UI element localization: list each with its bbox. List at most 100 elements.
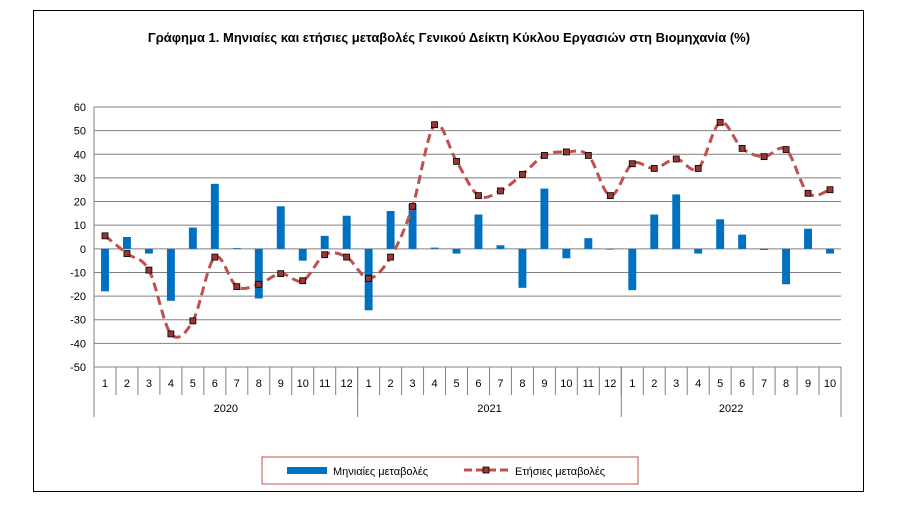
x-tick-label: 11	[583, 378, 594, 390]
line-marker	[145, 266, 153, 274]
x-tick-label: 4	[168, 378, 174, 390]
x-tick-label: 11	[319, 378, 330, 390]
bar	[210, 183, 219, 249]
x-tick-label: 3	[410, 378, 416, 390]
x-tick-label: 6	[475, 378, 481, 390]
line-marker	[606, 192, 614, 200]
x-tick-label: 7	[234, 378, 240, 390]
bar	[452, 248, 461, 254]
legend-marker-swatch	[482, 466, 490, 474]
chart-title: Γράφημα 1. Μηνιαίες και ετήσιες μεταβολέ…	[147, 30, 751, 45]
y-tick-label: 60	[74, 102, 86, 114]
line-marker	[321, 251, 329, 259]
line-marker	[804, 189, 812, 197]
x-tick-label: 8	[519, 378, 525, 390]
bar	[628, 248, 637, 291]
bar	[606, 248, 615, 250]
bar	[342, 215, 351, 249]
line-marker	[343, 253, 351, 261]
line-marker	[562, 148, 570, 156]
bar	[496, 245, 505, 249]
legend-label-annual: Ετήσιες μεταβολές	[515, 466, 605, 478]
x-tick-label: 5	[453, 378, 459, 390]
y-tick-label: 40	[74, 149, 86, 161]
bar	[166, 248, 175, 301]
line-marker	[760, 153, 768, 161]
line-marker	[628, 160, 636, 168]
line-marker	[497, 187, 504, 195]
y-tick-label: 20	[74, 197, 86, 209]
x-tick-label: 12	[341, 378, 353, 390]
x-tick-label: 6	[739, 378, 745, 390]
x-tick-label: 12	[604, 378, 616, 390]
x-tick-label: 4	[431, 378, 437, 390]
line-marker	[409, 202, 416, 210]
year-label: 2021	[477, 403, 501, 415]
line-marker	[738, 144, 746, 152]
x-tick-label: 9	[541, 378, 547, 390]
bar	[298, 248, 307, 261]
x-tick-label: 10	[560, 378, 572, 390]
x-tick-label: 1	[629, 378, 635, 390]
y-tick-label: -50	[70, 362, 86, 374]
x-tick-label: 1	[102, 378, 108, 390]
line-marker	[365, 274, 373, 282]
bar	[584, 238, 593, 249]
line-marker	[475, 192, 482, 200]
legend-bar-swatch	[287, 467, 327, 474]
bar	[782, 248, 791, 285]
line-marker	[453, 157, 460, 165]
legend-label-monthly: Μηνιαίες μεταβολές	[333, 466, 428, 478]
bar	[430, 247, 439, 249]
bar	[474, 214, 483, 249]
line-marker	[716, 118, 724, 126]
x-tick-label: 1	[366, 378, 372, 390]
year-label: 2020	[214, 403, 238, 415]
x-tick-label: 2	[124, 378, 130, 390]
y-tick-label: 10	[74, 220, 86, 232]
line-marker	[255, 280, 263, 288]
line-marker	[826, 186, 834, 194]
line-marker	[387, 253, 395, 261]
bar	[826, 248, 834, 254]
x-tick-label: 8	[783, 378, 789, 390]
bar	[188, 227, 197, 249]
line-marker	[189, 317, 197, 325]
x-tick-label: 4	[695, 378, 701, 390]
line-marker	[233, 283, 241, 291]
bar	[650, 214, 659, 249]
x-tick-label: 10	[824, 378, 836, 390]
bar	[716, 219, 725, 249]
bar	[738, 234, 747, 249]
bar	[760, 248, 769, 250]
x-tick-label: 3	[146, 378, 152, 390]
line-marker	[299, 277, 307, 285]
y-tick-label: -40	[70, 338, 86, 350]
bar	[562, 248, 571, 259]
x-tick-label: 7	[761, 378, 767, 390]
x-tick-label: 5	[190, 378, 196, 390]
line-marker	[694, 165, 702, 172]
bar	[672, 194, 681, 249]
y-tick-label: 30	[74, 173, 86, 185]
y-tick-label: 0	[80, 244, 86, 256]
x-tick-label: 2	[388, 378, 394, 390]
line-marker	[584, 152, 592, 159]
bar	[123, 237, 131, 249]
annual-line	[104, 120, 831, 339]
bar	[386, 211, 395, 249]
y-tick-label: 50	[74, 126, 86, 138]
y-tick-label: -20	[70, 291, 86, 303]
x-tick-label: 9	[278, 378, 284, 390]
line-marker	[101, 232, 109, 240]
line-marker	[123, 250, 131, 257]
line-marker	[782, 146, 790, 153]
bar	[540, 188, 549, 249]
x-tick-label: 5	[717, 378, 723, 390]
bar	[144, 248, 153, 254]
x-tick-label: 2	[651, 378, 657, 390]
x-tick-label: 8	[256, 378, 262, 390]
y-tick-label: -10	[70, 267, 86, 279]
line-marker	[672, 155, 680, 163]
bar	[694, 248, 703, 254]
